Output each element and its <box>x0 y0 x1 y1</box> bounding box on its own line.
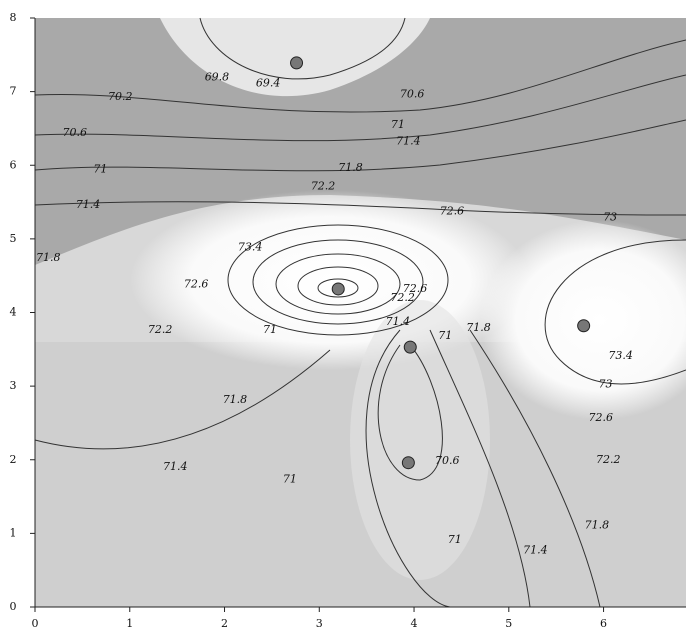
contour-label: 71.8 <box>585 518 610 531</box>
contour-label: 70.2 <box>108 90 133 103</box>
x-tick-label: 4 <box>411 617 418 630</box>
y-tick-label: 1 <box>10 526 17 539</box>
contour-label: 70.6 <box>435 454 460 467</box>
contour-label: 72.2 <box>390 291 415 304</box>
y-tick-label: 5 <box>10 232 17 245</box>
contour-label: 71 <box>263 323 277 336</box>
contour-label: 72.2 <box>596 453 621 466</box>
contour-label: 72.6 <box>184 278 209 291</box>
contour-label: 71 <box>283 473 297 486</box>
contour-label: 72.6 <box>588 411 613 424</box>
y-tick-label: 7 <box>10 85 17 98</box>
well-point <box>291 57 303 69</box>
contour-label: 71.8 <box>36 251 61 264</box>
contour-label: 71.4 <box>396 135 421 148</box>
contour-label: 71.8 <box>466 321 491 334</box>
y-tick-label: 0 <box>10 600 17 613</box>
contour-label: 70.6 <box>400 88 425 101</box>
chart: 0 1 2 3 4 5 6 0 1 2 3 4 5 6 7 8 69.8 69.4 70.2 70.6 70.6 71 71… <box>0 0 686 632</box>
y-tick-label: 3 <box>10 379 17 392</box>
contour-label: 71.8 <box>223 393 248 406</box>
y-tick-label: 2 <box>10 453 17 466</box>
contour-label: 72.2 <box>148 323 173 336</box>
contour-label: 71 <box>391 118 405 131</box>
y-tick-label: 6 <box>10 158 17 171</box>
contour-label: 71.8 <box>338 161 363 174</box>
contour-label: 73 <box>603 211 617 224</box>
well-point <box>404 341 416 353</box>
well-point <box>578 320 590 332</box>
contour-label: 72.6 <box>440 205 465 218</box>
y-tick-label: 4 <box>10 306 17 319</box>
well-point <box>402 457 414 469</box>
well-point <box>332 283 344 295</box>
contour-label: 70.6 <box>63 126 88 139</box>
contour-label: 69.8 <box>205 71 230 84</box>
x-tick-label: 1 <box>126 617 133 630</box>
contour-label: 71 <box>438 329 452 342</box>
contour-label: 71 <box>93 163 107 176</box>
contour-label: 73.4 <box>608 349 633 362</box>
x-tick-label: 6 <box>600 617 607 630</box>
contour-label: 73.4 <box>238 241 263 254</box>
contour-label: 73 <box>598 378 612 391</box>
contour-label: 71 <box>448 533 462 546</box>
contour-label: 72.2 <box>311 180 336 193</box>
x-tick-label: 2 <box>221 617 228 630</box>
contour-label: 69.4 <box>256 77 281 90</box>
y-tick-label: 8 <box>10 11 17 24</box>
x-tick-label: 5 <box>505 617 512 630</box>
contour-label: 71.4 <box>523 543 548 556</box>
contour-label: 71.4 <box>76 198 101 211</box>
contour-label: 71.4 <box>386 315 411 328</box>
x-tick-label: 3 <box>316 617 323 630</box>
contour-label: 71.4 <box>163 460 188 473</box>
x-tick-label: 0 <box>32 617 39 630</box>
